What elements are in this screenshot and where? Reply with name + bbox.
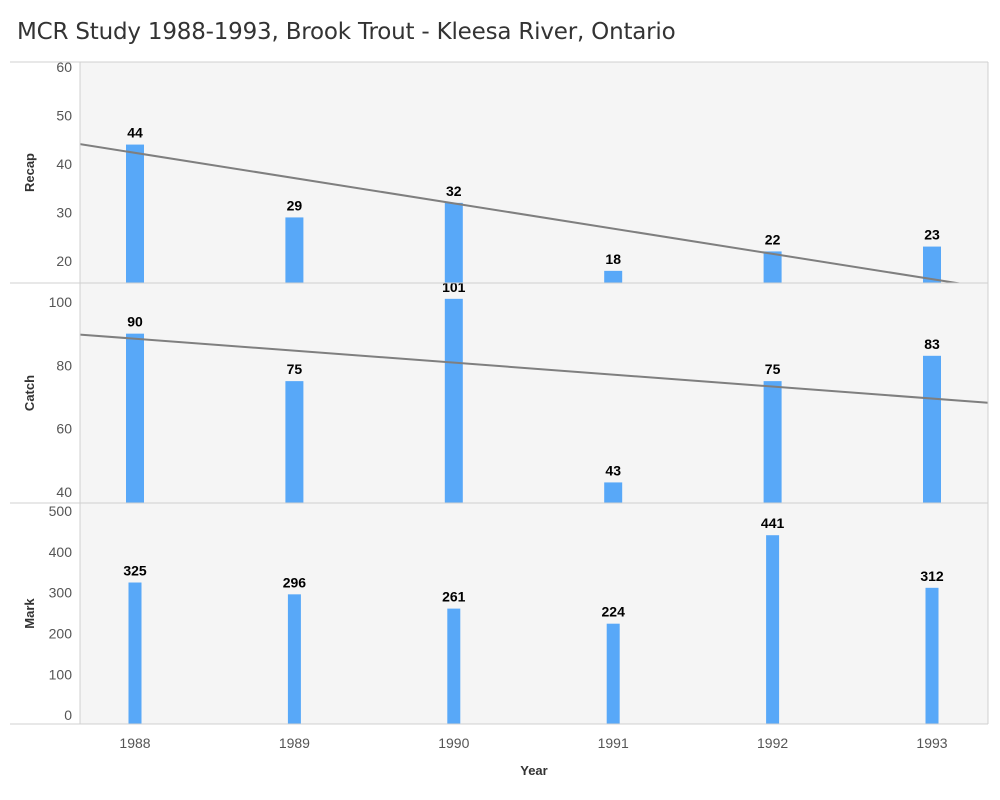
bar-mark-1988 [128, 582, 142, 724]
bar-catch-1992 [763, 381, 782, 503]
bar-mark-1990 [447, 608, 461, 724]
bar-catch-1990 [444, 298, 463, 503]
data-label: 312 [920, 568, 944, 584]
bar-catch-1993 [923, 355, 941, 503]
y-tick-label: 60 [56, 421, 72, 437]
bar-recap-1993 [923, 246, 941, 283]
panel-background [80, 283, 988, 503]
bar-catch-1989 [285, 381, 304, 503]
panel-background [80, 503, 988, 724]
y-tick-label: 200 [49, 625, 73, 641]
y-tick-label: 20 [56, 253, 72, 269]
bar-mark-1991 [606, 623, 620, 724]
data-label: 441 [761, 515, 785, 531]
x-axis: 1988 1989 1990 1991 1992 1993 [119, 735, 947, 751]
bar-recap-1989 [285, 217, 304, 283]
data-label: 83 [924, 336, 940, 352]
y-tick-label: 300 [49, 585, 73, 601]
y-tick-label: 100 [49, 294, 73, 310]
panel-background [80, 62, 988, 283]
x-tick-label: 1993 [916, 735, 947, 751]
data-label: 261 [442, 589, 466, 605]
panel-recap: 20 30 40 50 60 Recap 44 29 32 18 22 23 [10, 59, 989, 283]
data-label: 44 [127, 125, 143, 141]
trend-line [80, 143, 963, 283]
bar-recap-1992 [763, 251, 782, 283]
panels-layer: 20 30 40 50 60 Recap 44 29 32 18 22 23 40 60 80 100 Catc… [10, 59, 989, 725]
x-tick-label: 1992 [757, 735, 788, 751]
bar-mark-1993 [925, 587, 939, 724]
y-tick-label: 500 [49, 503, 73, 519]
data-label: 75 [287, 361, 303, 377]
y-tick-label: 80 [56, 357, 72, 373]
data-label: 90 [127, 314, 143, 330]
x-tick-label: 1988 [119, 735, 150, 751]
bar-catch-1991 [604, 482, 623, 503]
y-tick-label: 100 [49, 666, 73, 682]
y-tick-label: 0 [64, 707, 72, 723]
bar-recap-1990 [444, 202, 463, 283]
data-label: 22 [765, 231, 781, 247]
y-tick-label: 400 [49, 544, 73, 560]
bar-mark-1992 [766, 535, 780, 724]
panel-mark: 0 100 200 300 400 500 Mark 325 296 261 224 441 312 [10, 502, 989, 724]
data-label: 296 [283, 574, 307, 590]
x-tick-label: 1991 [598, 735, 629, 751]
bar-mark-1989 [287, 594, 301, 724]
bar-recap-1988 [126, 144, 144, 283]
y-axis-title: Mark [22, 598, 37, 629]
data-label: 29 [287, 197, 303, 213]
data-label: 43 [605, 462, 621, 478]
y-tick-label: 40 [56, 484, 72, 500]
x-tick-label: 1989 [279, 735, 310, 751]
data-label: 23 [924, 227, 940, 243]
y-tick-label: 30 [56, 205, 72, 221]
y-tick-label: 50 [56, 107, 72, 123]
x-axis-title: Year [520, 763, 547, 778]
y-axis-title: Recap [22, 153, 37, 192]
y-tick-label: 40 [56, 156, 72, 172]
data-label: 75 [765, 361, 781, 377]
x-tick-label: 1990 [438, 735, 469, 751]
data-label: 325 [123, 563, 147, 579]
y-tick-label: 60 [56, 59, 72, 75]
chart-title: MCR Study 1988-1993, Brook Trout - Klees… [17, 19, 676, 45]
y-axis-title: Catch [22, 375, 37, 411]
bar-catch-1988 [126, 333, 144, 503]
bar-recap-1991 [604, 270, 623, 283]
data-label: 224 [602, 604, 626, 620]
data-label: 18 [605, 251, 621, 267]
data-label: 32 [446, 183, 462, 199]
panel-catch: 40 60 80 100 Catch 90 75 101 43 75 83 [10, 279, 989, 503]
data-label: 101 [442, 279, 466, 295]
trend-line [80, 333, 988, 404]
